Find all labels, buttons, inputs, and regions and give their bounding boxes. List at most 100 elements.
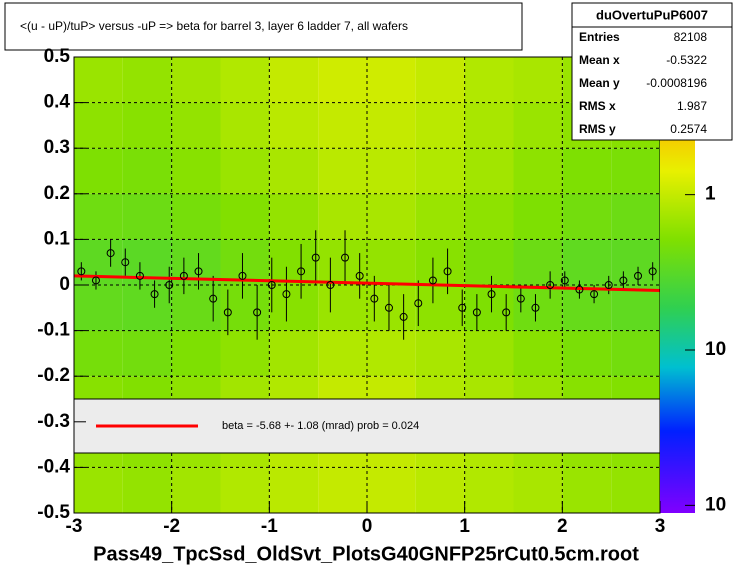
hist-cell [171, 102, 221, 149]
profile-point [282, 290, 291, 299]
fit-legend-text: beta = -5.68 +- 1.08 (mrad) prob = 0.024 [222, 420, 419, 432]
hist-cell [367, 239, 416, 285]
profile-point [604, 281, 613, 289]
stats-value: -0.5322 [666, 53, 707, 67]
profile-point [355, 271, 364, 280]
x-tick-label: -3 [66, 516, 83, 537]
hist-cell [318, 193, 367, 240]
z-tick-label: 1 [705, 184, 716, 205]
profile-point [516, 294, 525, 303]
x-tick-label: 1 [459, 516, 470, 537]
stats-label: Entries [579, 30, 620, 44]
hist-cell [171, 57, 221, 103]
hist-cell [220, 102, 270, 149]
profile-point [619, 276, 628, 285]
hist-cell [122, 148, 172, 194]
hist-cell [220, 330, 270, 377]
hist-cell [562, 148, 612, 194]
profile-point [487, 290, 496, 299]
stats-label: Mean y [579, 76, 620, 90]
profile-point [634, 271, 643, 280]
stats-value: 0.2574 [670, 122, 707, 136]
profile-point [194, 267, 203, 276]
x-tick-label: 3 [655, 516, 666, 537]
hist-cell [122, 102, 172, 149]
hist-cell [367, 148, 416, 194]
hist-cell [464, 330, 514, 377]
profile-point [253, 308, 262, 317]
hist-cell [611, 239, 660, 285]
hist-cell [122, 467, 172, 513]
stats-value: -0.0008196 [646, 76, 707, 90]
profile-point [648, 267, 657, 276]
hist-cell [513, 148, 563, 194]
hist-cell [318, 467, 367, 513]
hist-cell [513, 467, 563, 513]
y-tick-label: 0.1 [44, 228, 71, 249]
profile-point [311, 253, 320, 262]
profile-point [341, 253, 350, 262]
profile-point [443, 267, 452, 276]
profile-point [297, 267, 306, 276]
hist-cell [415, 330, 465, 377]
title-box [4, 2, 523, 51]
hist-cell [513, 102, 563, 149]
y-tick-label: 0.5 [44, 46, 71, 67]
hist-cell [464, 148, 514, 194]
y-tick-label: 0 [59, 274, 70, 295]
hist-cell [367, 57, 416, 103]
hist-cell [74, 57, 123, 103]
profile-point [121, 258, 130, 267]
profile-point [560, 276, 569, 285]
hist-cell [171, 330, 221, 377]
hist-cell [415, 148, 465, 194]
stats-label: RMS x [579, 99, 616, 113]
hist-cell [464, 193, 514, 240]
profile-point [546, 281, 555, 289]
hist-cell [122, 330, 172, 377]
profile-point [575, 285, 584, 294]
profile-point [370, 294, 379, 303]
stats-name: duOvertuPuP6007 [596, 7, 708, 22]
x-axis-label: Pass49_TpcSsd_OldSvt_PlotsG40GNFP25rCut0… [93, 543, 639, 565]
hist-cell [269, 330, 319, 377]
hist-cell [318, 239, 367, 285]
hist-cell [122, 285, 172, 331]
hist-cell [171, 285, 221, 331]
hist-cell [611, 193, 660, 240]
y-tick-label: -0.1 [37, 320, 70, 341]
hist-cell [415, 57, 465, 103]
y-tick-label: -0.5 [37, 502, 70, 523]
hist-cell [318, 57, 367, 103]
z-tick-label: 10 [705, 339, 726, 360]
profile-point [150, 290, 159, 299]
hist-cell [122, 57, 172, 103]
hist-cell [74, 467, 123, 513]
hist-cell [269, 285, 319, 331]
hist-cell [171, 467, 221, 513]
hist-cell [74, 330, 123, 377]
hist-cell [269, 148, 319, 194]
hist-cell [464, 102, 514, 149]
y-tick-label: -0.2 [37, 365, 70, 386]
hist-cell [611, 148, 660, 194]
hist-cell [464, 57, 514, 103]
y-tick-label: 0.2 [44, 183, 70, 204]
profile-point [590, 290, 599, 299]
hist-cell [367, 285, 416, 331]
fit-line [73, 274, 661, 292]
hist-cell [318, 148, 367, 194]
y-tick-label: 0.4 [44, 92, 71, 113]
y-tick-label: -0.3 [37, 411, 70, 432]
profile-point [531, 303, 540, 312]
hist-cell [220, 285, 270, 331]
hist-cell [74, 148, 123, 194]
hist-cell [220, 148, 270, 194]
hist-cell [367, 193, 416, 240]
profile-point [267, 281, 276, 289]
profile-point [179, 271, 188, 280]
hist-cell [74, 193, 123, 240]
hist-cell [513, 193, 563, 240]
hist-cell [122, 193, 172, 240]
hist-cell [513, 57, 563, 103]
